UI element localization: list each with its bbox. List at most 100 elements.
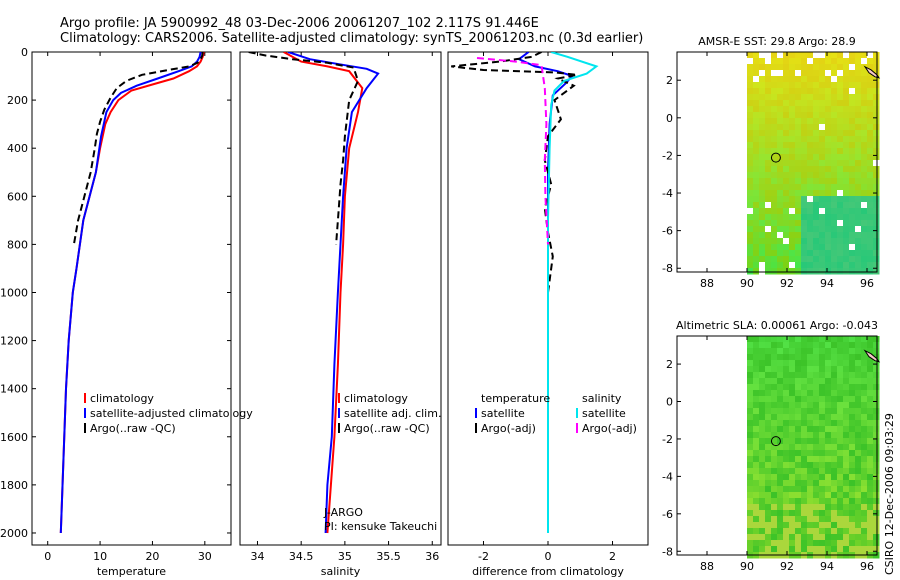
map-cell <box>777 148 784 155</box>
map-cell <box>813 432 820 439</box>
map-cell <box>747 480 754 487</box>
map-cell <box>789 540 796 547</box>
map-cell <box>843 486 850 493</box>
map-cell <box>747 202 754 209</box>
map-cell <box>771 438 778 445</box>
map-cell <box>861 250 868 257</box>
map-cell <box>789 420 796 427</box>
map-cell <box>771 208 778 215</box>
map-cell <box>831 268 838 275</box>
map-cell <box>819 124 826 131</box>
map-cell <box>873 480 880 487</box>
y-tick-label: -6 <box>662 225 673 238</box>
map-cell <box>783 154 790 161</box>
map-cell <box>861 468 868 475</box>
map-cell <box>795 244 802 251</box>
map-cell <box>849 360 856 367</box>
map-cell <box>759 52 766 59</box>
map-cell <box>813 184 820 191</box>
map-cell <box>759 148 766 155</box>
map-cell <box>861 94 868 101</box>
difference-legend-temperature-entry: Argo(-adj) <box>481 422 536 435</box>
map-cell <box>759 166 766 173</box>
map-cell <box>873 178 880 185</box>
map-cell <box>777 112 784 119</box>
map-cell <box>801 504 808 511</box>
map-cell <box>825 58 832 65</box>
map-cell <box>873 136 880 143</box>
map-cell <box>795 504 802 511</box>
map-cell <box>801 480 808 487</box>
map-cell <box>783 172 790 179</box>
map-cell <box>789 244 796 251</box>
map-cell <box>807 106 814 113</box>
map-cell <box>867 474 874 481</box>
map-cell <box>831 414 838 421</box>
map-cell <box>849 384 856 391</box>
map-cell <box>753 202 760 209</box>
map-cell <box>831 52 838 59</box>
map-cell <box>807 58 814 65</box>
map-cell <box>783 336 790 343</box>
map-cell <box>777 366 784 373</box>
map-cell <box>765 172 772 179</box>
map-cell <box>795 528 802 535</box>
map-cell <box>831 94 838 101</box>
map-cell <box>849 522 856 529</box>
map-cell <box>855 366 862 373</box>
map-cell <box>867 510 874 517</box>
map-cell <box>801 354 808 361</box>
map-cell <box>765 178 772 185</box>
map-cell <box>753 52 760 59</box>
x-tick-label: 94 <box>820 277 834 290</box>
map-cell <box>843 498 850 505</box>
map-cell <box>873 396 880 403</box>
map-cell <box>759 70 766 77</box>
map-cell <box>789 366 796 373</box>
map-cell <box>753 450 760 457</box>
map-cell <box>777 390 784 397</box>
map-cell <box>819 214 826 221</box>
map-cell <box>849 154 856 161</box>
map-cell <box>765 52 772 59</box>
map-cell <box>819 172 826 179</box>
map-cell <box>831 256 838 263</box>
map-cell <box>861 498 868 505</box>
map-cell <box>837 540 844 547</box>
map-cell <box>795 190 802 197</box>
map-cell <box>789 154 796 161</box>
map-cell <box>843 516 850 523</box>
map-cell <box>789 516 796 523</box>
map-cell <box>861 438 868 445</box>
y-tick-label: 1600 <box>0 431 28 444</box>
map-cell <box>867 402 874 409</box>
map-cell <box>855 148 862 155</box>
map-cell <box>771 52 778 59</box>
map-cell <box>801 534 808 541</box>
map-cell <box>843 354 850 361</box>
map-cell <box>837 178 844 185</box>
map-cell <box>867 372 874 379</box>
map-cell <box>825 396 832 403</box>
map-cell <box>873 172 880 179</box>
map-cell <box>759 408 766 415</box>
map-cell <box>813 486 820 493</box>
map-cell <box>807 414 814 421</box>
y-tick-label: 2 <box>666 74 673 87</box>
y-tick-label: 1400 <box>0 383 28 396</box>
map-cell <box>819 232 826 239</box>
series-group <box>248 52 380 534</box>
map-cell <box>747 106 754 113</box>
map-cell <box>843 390 850 397</box>
map-cell <box>795 214 802 221</box>
map-cell <box>777 88 784 95</box>
map-cell <box>825 88 832 95</box>
map-cell <box>861 336 868 343</box>
map-cell <box>873 106 880 113</box>
map-cell <box>843 148 850 155</box>
map-cell <box>795 456 802 463</box>
map-cell <box>831 390 838 397</box>
map-cell <box>765 420 772 427</box>
map-cell <box>819 438 826 445</box>
map-cell <box>861 172 868 179</box>
